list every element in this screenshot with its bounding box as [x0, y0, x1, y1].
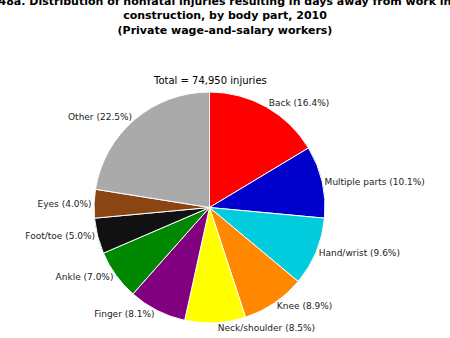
svg-text:Multiple parts (10.1%): Multiple parts (10.1%): [325, 177, 425, 187]
svg-text:Total = 74,950 injuries: Total = 74,950 injuries: [153, 75, 267, 86]
svg-text:Foot/toe (5.0%): Foot/toe (5.0%): [25, 231, 95, 241]
svg-text:48a. Distribution of nonfatal: 48a. Distribution of nonfatal injuries r…: [0, 0, 450, 37]
svg-text:Finger (8.1%): Finger (8.1%): [94, 309, 154, 319]
svg-text:Other (22.5%): Other (22.5%): [68, 112, 132, 122]
svg-text:Neck/shoulder (8.5%): Neck/shoulder (8.5%): [218, 323, 315, 333]
svg-text:Back (16.4%): Back (16.4%): [269, 98, 329, 108]
svg-text:Ankle (7.0%): Ankle (7.0%): [56, 272, 114, 282]
svg-text:Hand/wrist (9.6%): Hand/wrist (9.6%): [319, 248, 400, 258]
svg-text:Eyes (4.0%): Eyes (4.0%): [38, 199, 92, 209]
svg-text:Knee (8.9%): Knee (8.9%): [277, 301, 332, 311]
